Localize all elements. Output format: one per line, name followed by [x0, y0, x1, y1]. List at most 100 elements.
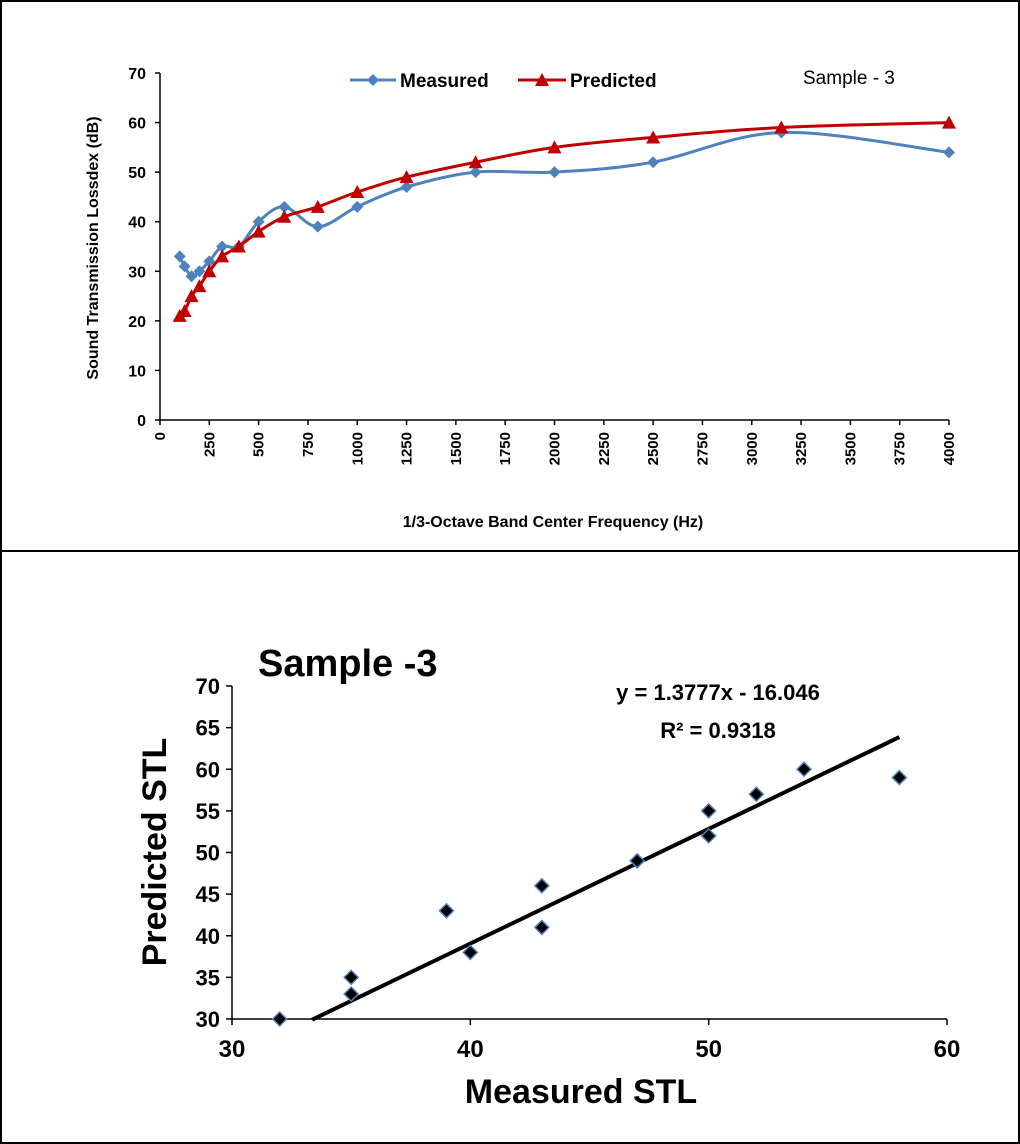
scatter-point: [629, 852, 646, 869]
data-point-measured: [178, 260, 191, 273]
data-point-predicted: [774, 120, 789, 134]
data-point-measured: [203, 255, 216, 268]
y-tick-label: 20: [128, 314, 146, 331]
x-tick-label: 1500: [448, 432, 465, 465]
chart-title: Sample -3: [258, 643, 438, 685]
x-tick-label: 2000: [547, 432, 564, 465]
x-tick-label: 2500: [645, 432, 662, 465]
scatter-point: [795, 761, 813, 778]
data-point-predicted: [251, 224, 266, 238]
axes: [226, 685, 948, 1025]
data-point-predicted: [310, 199, 325, 213]
y-tick-label: 30: [128, 264, 146, 281]
x-tick-label: 30: [219, 1036, 246, 1063]
x-axis-title: Measured STL: [465, 1073, 697, 1111]
x-tick-label: 60: [934, 1036, 961, 1063]
x-tick-label: 1000: [349, 432, 366, 465]
points-group: [271, 761, 908, 1028]
legend-marker-predicted: [535, 73, 549, 86]
x-tick-label: 1250: [399, 432, 416, 465]
x-tick-label: 500: [251, 432, 268, 457]
y-tick-label: 40: [128, 215, 146, 232]
scatter-point: [533, 919, 550, 936]
scatter-point: [533, 877, 550, 894]
y-tick-label: 60: [128, 116, 146, 133]
scatter-point: [343, 985, 360, 1003]
x-tick-label: 3000: [744, 432, 761, 465]
data-point-measured: [216, 240, 229, 253]
y-tick-labels: 0 10 20 30 40 50 60 70: [128, 66, 146, 430]
trendline-equation: y = 1.3777x - 16.046: [616, 680, 820, 705]
data-point-predicted: [350, 184, 365, 198]
x-tick-labels: 0 250 500 750 1000 1250 1500 1750 2000 2250 2500 27…: [152, 432, 958, 465]
y-tick-label: 50: [196, 841, 220, 866]
x-tick-label: 250: [201, 432, 218, 457]
data-point-predicted: [277, 209, 292, 223]
y-tick-label: 55: [196, 799, 220, 824]
scatter-point: [462, 944, 479, 961]
x-tick-label: 1750: [497, 432, 514, 465]
data-point-predicted: [215, 249, 230, 263]
data-point-measured: [252, 215, 265, 228]
sample-annotation: Sample - 3: [803, 68, 895, 89]
legend-marker-measured: [367, 74, 379, 86]
x-tick-label: 3750: [892, 432, 909, 465]
legend: Measured Predicted: [350, 71, 657, 92]
series-group: [172, 115, 956, 322]
y-tick-label: 0: [137, 413, 146, 430]
scatter-point: [438, 902, 455, 919]
scatter-point: [700, 802, 717, 819]
x-tick-label: 3250: [793, 432, 810, 465]
data-point-predicted: [547, 140, 562, 154]
y-tick-label: 65: [196, 716, 220, 741]
data-point-measured: [311, 220, 324, 233]
scatter-point: [748, 786, 765, 803]
scatter-point: [700, 827, 717, 844]
scatter-point: [343, 969, 360, 986]
y-tick-label: 40: [196, 924, 220, 949]
series-line-predicted: [178, 121, 950, 318]
data-point-measured: [351, 200, 364, 213]
scatter-chart: Sample -3 30 35 40 45 50 55 60 65 70 30 40 50 60 y …: [136, 643, 960, 1111]
x-tick-label: 750: [300, 432, 317, 457]
line-chart: 0 10 20 30 40 50 60 70 0 250 500 750 1000 1250 1500 17…: [85, 66, 958, 531]
data-point-predicted: [177, 303, 192, 317]
x-tick-label: 40: [457, 1036, 484, 1063]
data-point-predicted: [399, 170, 414, 184]
trendline: [311, 735, 901, 1022]
data-point-measured: [548, 166, 561, 179]
x-tick-label: 3500: [842, 432, 859, 465]
legend-label-measured: Measured: [400, 71, 489, 92]
data-point-predicted: [468, 155, 483, 169]
x-axis-title: 1/3-Octave Band Center Frequency (Hz): [403, 514, 704, 531]
data-point-predicted: [192, 279, 207, 293]
scatter-point: [271, 1010, 288, 1028]
trendline-group: [311, 735, 901, 1022]
legend-label-predicted: Predicted: [570, 71, 657, 92]
data-point-measured: [193, 265, 206, 278]
data-point-measured: [400, 181, 413, 194]
x-tick-label: 50: [695, 1036, 722, 1063]
x-tick-labels: 30 40 50 60: [219, 1036, 961, 1063]
y-tick-label: 30: [196, 1007, 220, 1032]
y-tick-label: 35: [196, 965, 220, 990]
y-tick-label: 70: [196, 674, 220, 699]
data-point-predicted: [202, 264, 217, 278]
data-point-measured: [469, 166, 482, 179]
y-tick-label: 10: [128, 363, 146, 380]
series-line-measured: [178, 130, 950, 278]
y-tick-label: 70: [128, 66, 146, 83]
y-tick-label: 50: [128, 165, 146, 182]
scatter-point: [891, 769, 908, 786]
x-tick-label: 0: [152, 432, 169, 440]
data-point-predicted: [646, 130, 661, 144]
data-point-predicted: [231, 239, 246, 253]
y-axis-title: Predicted STL: [136, 738, 174, 967]
y-tick-labels: 30 35 40 45 50 55 60 65 70: [196, 674, 220, 1032]
y-axis-title: Sound Transmission Lossdex (dB): [85, 116, 102, 379]
x-tick-label: 4000: [941, 432, 958, 465]
trendline-r-squared: R² = 0.9318: [660, 718, 776, 743]
